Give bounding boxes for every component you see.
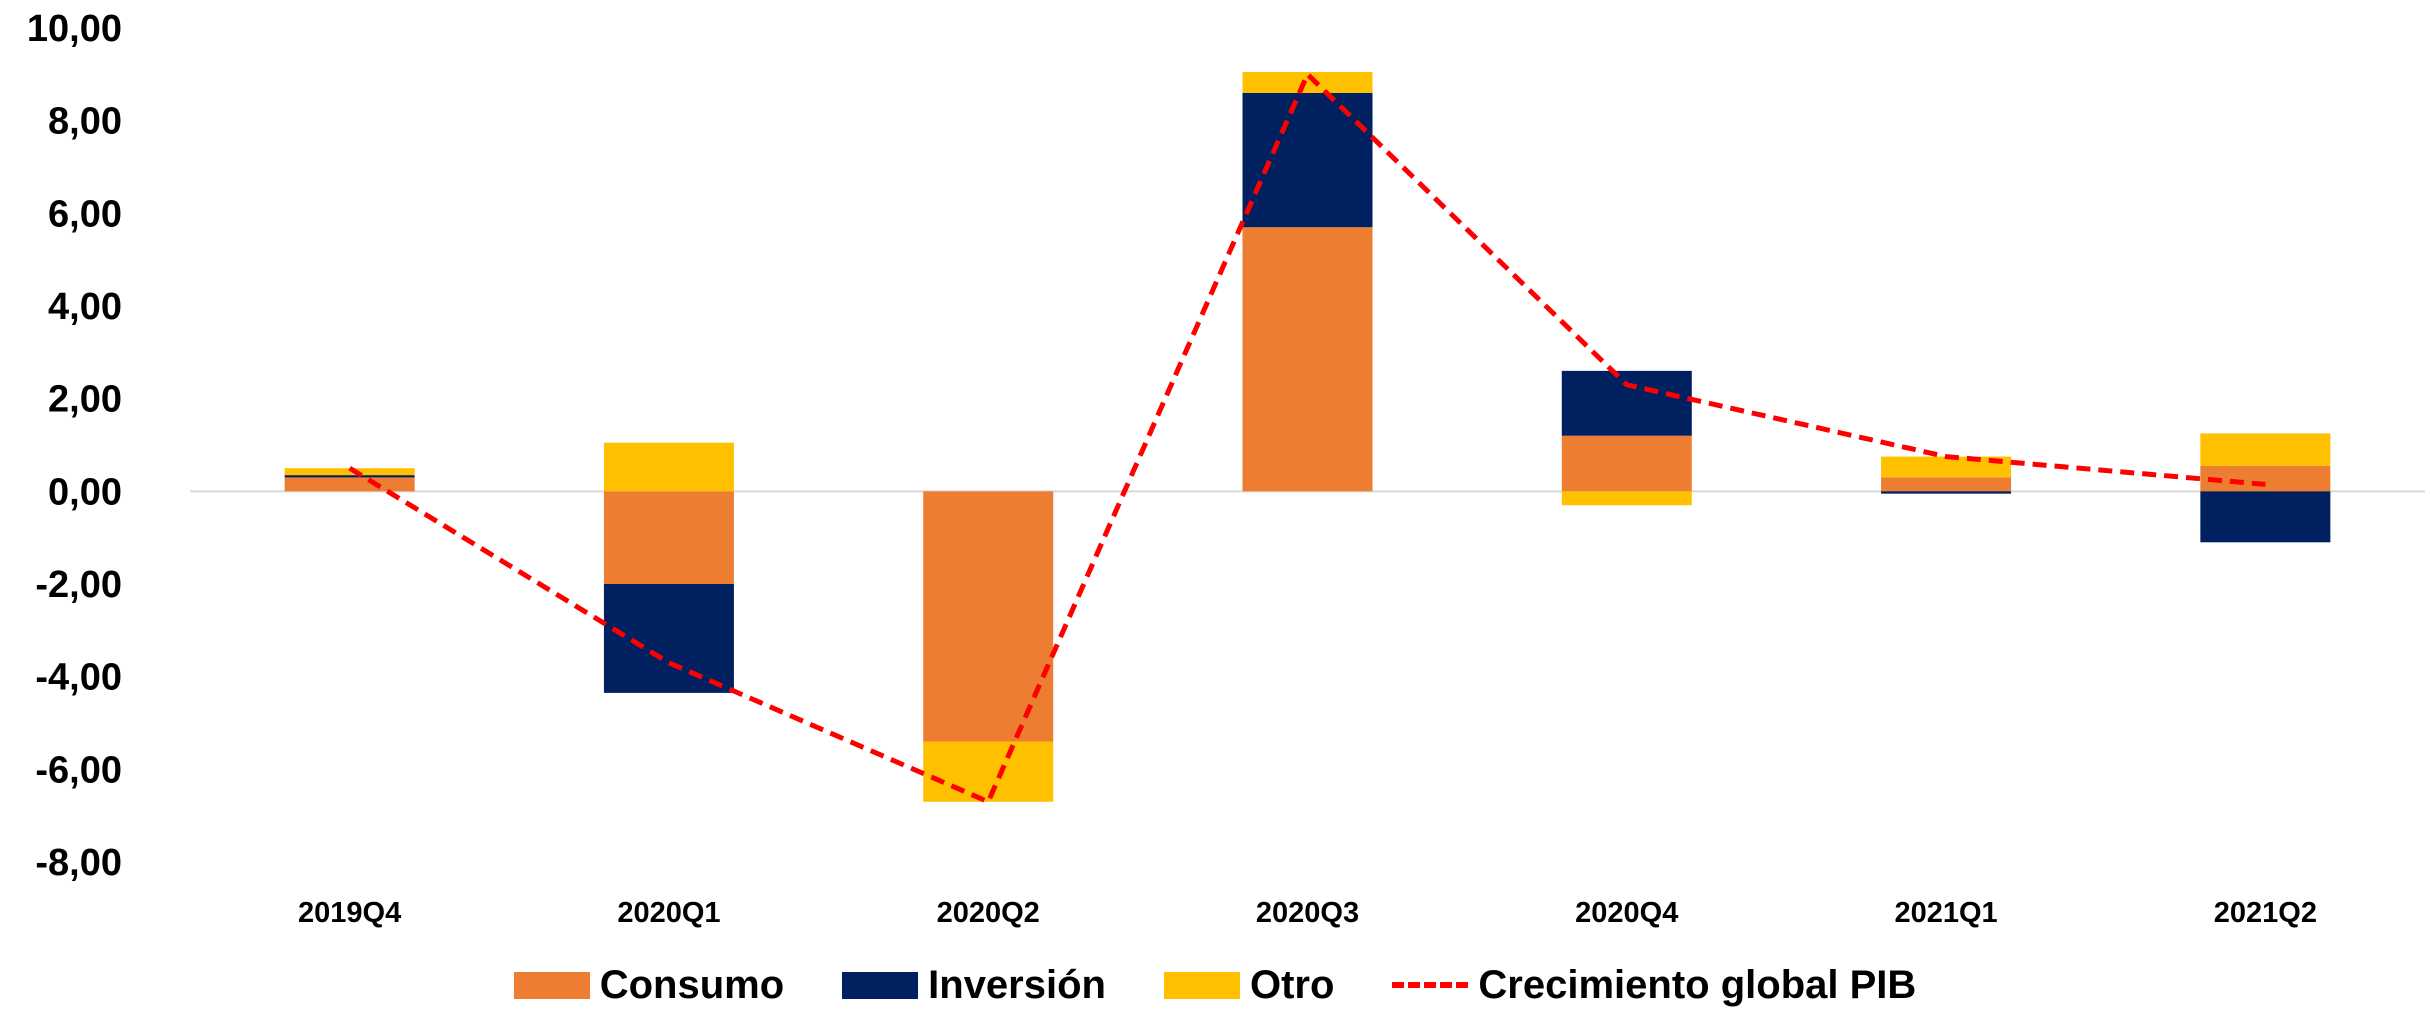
y-tick-label: -6,00 [35, 749, 122, 791]
y-tick-label: 10,00 [27, 8, 122, 50]
y-tick-label: -8,00 [35, 842, 122, 884]
x-tick-label: 2020Q3 [1256, 897, 1359, 929]
gdp-line-group [348, 70, 2266, 806]
legend-label-inversion: Inversión [928, 962, 1106, 1007]
legend-label-otro: Otro [1249, 962, 1335, 1007]
legend-label-crecimiento-pib: Crecimiento global PIB [1478, 962, 1917, 1007]
legend-item-otro: Otro [1163, 962, 1335, 1008]
x-tick-label: 2020Q2 [937, 897, 1040, 929]
bar-otro-2020q1 [603, 442, 734, 492]
bar-inversion-2021q1 [1881, 491, 2012, 494]
y-tick-label: 2,00 [48, 379, 122, 421]
y-tick-label: 8,00 [48, 101, 122, 143]
legend: Consumo Inversión Otro Crecimiento globa… [0, 960, 2430, 1010]
x-tick-label: 2020Q4 [1575, 897, 1678, 929]
x-axis-ticks: 2019Q4 2020Q1 2020Q2 2020Q3 2020Q4 2021Q1 2021… [298, 897, 2317, 929]
legend-line-crecimiento-pib [1392, 982, 1469, 988]
legend-label-consumo: Consumo [599, 962, 785, 1007]
bar-consumo-2020q3 [1242, 227, 1373, 492]
y-tick-label: 6,00 [48, 193, 122, 235]
bar-otro-2020q2 [923, 741, 1054, 802]
bar-consumo-2020q4 [1561, 435, 1692, 492]
x-tick-label: 2021Q2 [2214, 897, 2317, 929]
x-tick-label: 2021Q1 [1894, 897, 1997, 929]
bar-otro-2020q4 [1561, 491, 1692, 506]
bar-otro-2019q4 [284, 468, 415, 476]
bar-otro-2020q3 [1242, 72, 1373, 93]
legend-swatch-otro [1163, 971, 1240, 999]
legend-swatch-consumo [513, 971, 590, 999]
x-tick-label: 2019Q4 [298, 897, 401, 929]
bar-consumo-2021q1 [1881, 477, 2012, 492]
legend-item-inversion: Inversión [842, 963, 1106, 1008]
legend-item-consumo: Consumo [513, 962, 785, 1008]
y-tick-label: -4,00 [35, 657, 122, 699]
bar-consumo-2019q4 [284, 477, 415, 492]
bar-inversion-2020q1 [603, 584, 734, 693]
legend-item-crecimiento-pib: Crecimiento global PIB [1392, 963, 1916, 1008]
bars-group [284, 72, 2331, 802]
bar-otro-2021q2 [2200, 433, 2331, 466]
bar-inversion-2020q4 [1561, 370, 1692, 436]
y-axis-ticks: 10,00 8,00 6,00 4,00 2,00 0,00 -2,00 -4,00 -6,00… [27, 8, 122, 884]
bar-inversion-2020q3 [1242, 92, 1373, 228]
y-tick-label: -2,00 [35, 564, 122, 606]
legend-swatch-inversion [842, 971, 919, 999]
bar-consumo-2020q2 [923, 491, 1054, 742]
bar-inversion-2021q2 [2200, 491, 2331, 543]
chart-plot: 10,00 8,00 6,00 4,00 2,00 0,00 -2,00 -4,00 -6,00… [27, 8, 2425, 929]
bar-inversion-2019q4 [284, 475, 415, 478]
bar-consumo-2020q1 [603, 491, 734, 584]
y-tick-label: 0,00 [48, 471, 122, 513]
y-tick-label: 4,00 [48, 286, 122, 328]
line-crecimiento-global-pib [348, 70, 2266, 806]
x-tick-label: 2020Q1 [617, 897, 720, 929]
